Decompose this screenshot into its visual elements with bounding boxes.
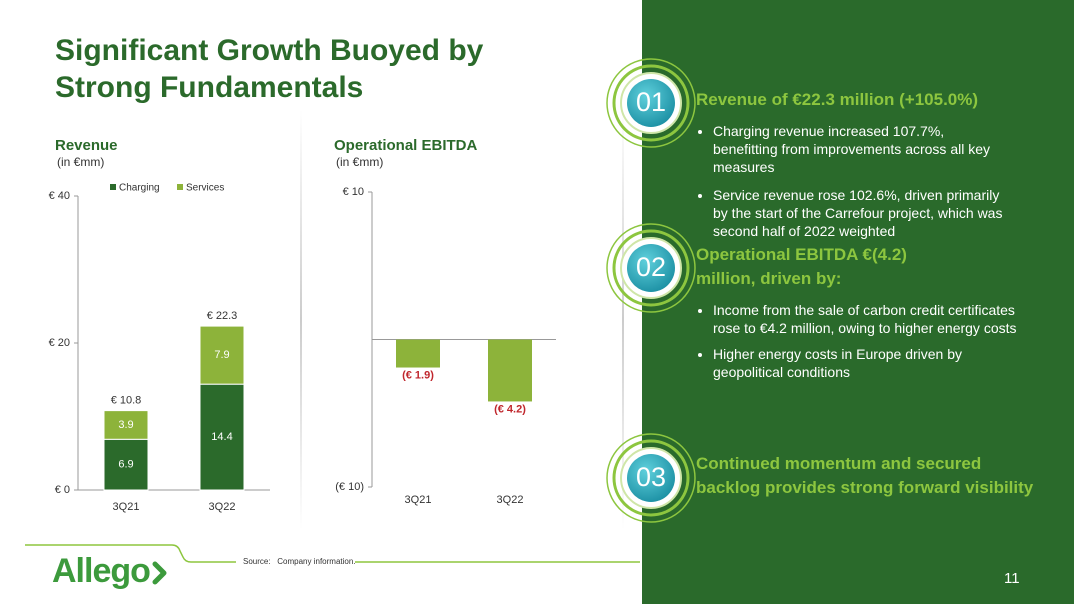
- bar: [488, 339, 532, 402]
- separator: [622, 110, 624, 530]
- logo: Allego: [52, 552, 151, 590]
- ring: [612, 229, 690, 307]
- footer-line: [25, 544, 640, 563]
- highlight-heading: Revenue of €22.3 million (+105.0%): [696, 90, 979, 109]
- y-tick-label: € 0: [55, 484, 70, 496]
- data-label: 14.4: [211, 431, 232, 443]
- source-text: Company information.: [277, 557, 356, 566]
- y-tick-label: € 40: [49, 190, 70, 202]
- chart-title: Revenue: [55, 137, 118, 154]
- chart-subtitle: (in €mm): [336, 155, 383, 169]
- badge: [627, 244, 675, 292]
- data-label: (€ 1.9): [402, 369, 434, 381]
- chart-title: Operational EBITDA: [334, 137, 478, 154]
- logo-chevron: [152, 561, 167, 585]
- data-label: 6.9: [118, 459, 133, 471]
- x-tick-label: 3Q22: [209, 501, 236, 513]
- ring-outer: [606, 433, 696, 523]
- y-tick-label: € 20: [49, 337, 70, 349]
- bullet-list: Charging revenue increased 107.7%, benef…: [696, 122, 1003, 240]
- ring-outer: [606, 58, 696, 148]
- badge: [627, 454, 675, 502]
- bar: [396, 339, 440, 368]
- highlight-heading: Continued momentum and secured backlog p…: [696, 454, 1034, 497]
- title-line: Strong Fundamentals: [55, 71, 364, 104]
- slide-title: Significant Growth Buoyed by Strong Fund…: [55, 32, 483, 106]
- badge-number: 01: [636, 87, 666, 117]
- bullet-list: Income from the sale of carbon credit ce…: [696, 301, 1023, 381]
- y-tick-label: € 10: [343, 186, 364, 198]
- total-label: € 10.8: [111, 395, 142, 407]
- badge-number: 02: [636, 252, 666, 282]
- ring-outer: [606, 223, 696, 313]
- badge-number: 03: [636, 462, 666, 492]
- ring: [612, 64, 690, 142]
- legend-label: Charging: [119, 183, 160, 194]
- source: Source: Company information.: [243, 557, 356, 566]
- highlight: Revenue of €22.3 million (+105.0%) Chargi…: [696, 88, 1036, 248]
- bullet: Income from the sale of carbon credit ce…: [713, 301, 1023, 337]
- page-number: 11: [1004, 570, 1020, 587]
- x-tick-label: 3Q21: [113, 501, 140, 513]
- data-label: (€ 4.2): [494, 403, 526, 415]
- side-panel: [642, 0, 1074, 604]
- highlight-heading: Operational EBITDA €(4.2) million, drive…: [696, 245, 907, 288]
- bullet: Charging revenue increased 107.7%, benef…: [713, 122, 1003, 176]
- legend-label: Services: [186, 183, 224, 194]
- data-label: 3.9: [118, 419, 133, 431]
- bar-segment: [199, 325, 245, 385]
- y-tick-label: (€ 10): [335, 481, 364, 493]
- bar-segment: [199, 383, 245, 491]
- bar-segment: [103, 410, 149, 440]
- total-label: € 22.3: [207, 310, 238, 322]
- chart-subtitle: (in €mm): [57, 155, 104, 169]
- bar-segment: [103, 438, 149, 491]
- ring: [612, 439, 690, 517]
- x-tick-label: 3Q22: [497, 494, 524, 506]
- badge: [627, 79, 675, 127]
- bullet: Service revenue rose 102.6%, driven prim…: [713, 186, 1003, 240]
- highlight: Operational EBITDA €(4.2) million, drive…: [696, 243, 1036, 389]
- legend-swatch: [177, 184, 183, 190]
- bullet: Higher energy costs in Europe driven by …: [713, 345, 1023, 381]
- x-tick-label: 3Q21: [405, 494, 432, 506]
- highlight: Continued momentum and secured backlog p…: [696, 452, 1036, 500]
- source-label: Source:: [243, 557, 271, 566]
- separator: [300, 110, 302, 530]
- data-label: 7.9: [214, 349, 229, 361]
- title-line: Significant Growth Buoyed by: [55, 34, 484, 67]
- legend-swatch: [110, 184, 116, 190]
